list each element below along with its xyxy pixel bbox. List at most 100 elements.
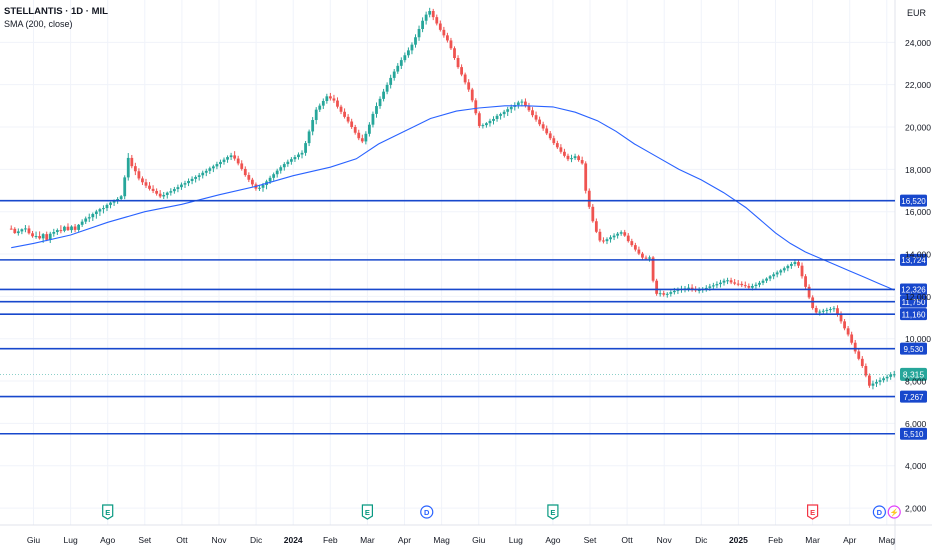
candle-body: [91, 214, 95, 218]
x-tick-label: Lug: [509, 535, 523, 545]
candle-body: [768, 276, 772, 279]
candle-body: [470, 89, 474, 101]
candle-body: [442, 29, 446, 36]
candle-body: [360, 138, 364, 142]
candle-body: [676, 289, 680, 291]
candle-body: [665, 293, 669, 295]
candle-body: [211, 166, 215, 169]
candle-body: [619, 232, 623, 234]
candle-body: [84, 218, 88, 222]
currency-label[interactable]: EUR: [907, 8, 927, 18]
candle-body: [577, 156, 581, 161]
level-price-label: 7,267: [903, 393, 924, 402]
candle-body: [789, 263, 793, 266]
candle-body: [750, 285, 754, 288]
candle-body: [20, 229, 24, 232]
candle-body: [704, 287, 708, 290]
candle-body: [481, 125, 485, 127]
candle-body: [446, 35, 449, 41]
x-tick-label: 2024: [284, 535, 303, 545]
candle-body: [300, 152, 304, 155]
candle-body: [555, 143, 559, 148]
candle-body: [857, 351, 861, 359]
candle-body: [194, 176, 198, 179]
candle-body: [697, 290, 701, 292]
candle-body: [853, 342, 857, 352]
x-tick-label: Lug: [64, 535, 78, 545]
x-tick-label: 2025: [729, 535, 748, 545]
y-tick-label: 24,000: [905, 38, 931, 48]
y-tick-label: 12,000: [905, 292, 931, 302]
candle-body: [492, 118, 495, 121]
candle-body: [396, 65, 400, 72]
time-axis[interactable]: Giu Lug Ago Set Ott Nov Dic 2024 Feb Mar Apr Mag Giu…: [27, 535, 895, 545]
candle-body: [293, 157, 297, 160]
y-tick-label: 22,000: [905, 80, 931, 90]
candle-body: [644, 257, 648, 259]
candle-body: [875, 381, 878, 384]
level-price-tag: [900, 283, 927, 296]
candle-body: [332, 98, 336, 101]
candle-body: [800, 265, 804, 277]
candle-body: [431, 11, 435, 18]
candle-body: [648, 257, 651, 259]
event-markers[interactable]: E E D E E D ⚡: [102, 504, 901, 520]
candle-body: [506, 109, 510, 112]
candle-body: [353, 127, 357, 133]
sma-line: [11, 105, 895, 291]
candle-body: [197, 175, 201, 177]
candle-body: [715, 284, 719, 286]
candle-body: [463, 74, 467, 83]
candle-body: [371, 113, 375, 125]
level-price-label: 11,750: [902, 298, 926, 307]
candle-body: [711, 285, 715, 287]
candle-body: [722, 280, 726, 283]
candle-body: [187, 180, 190, 184]
horizontal-levels[interactable]: 16,520 13,724 12,326 11,750 11,160 9,530 7,267…: [0, 194, 927, 440]
candle-body: [460, 67, 463, 75]
candle-body: [339, 106, 343, 112]
x-tick-label: Ott: [621, 535, 633, 545]
x-tick-label: Mar: [805, 535, 820, 545]
candle-body: [45, 234, 49, 240]
candle-body: [669, 292, 673, 294]
candle-body: [775, 272, 779, 275]
candle-body: [261, 185, 265, 188]
candle-body: [587, 190, 591, 207]
candle-body: [102, 208, 105, 210]
candle-body: [375, 106, 378, 114]
candle-body: [453, 48, 456, 59]
indicator-label[interactable]: SMA (200, close): [4, 19, 73, 29]
candle-body: [662, 293, 666, 295]
candle-body: [66, 226, 70, 231]
y-tick-label: 10,000: [905, 334, 931, 344]
candle-body: [41, 234, 45, 239]
candle-body: [176, 187, 180, 190]
candle-body: [304, 143, 307, 153]
candle-body: [73, 226, 77, 230]
candle-body: [573, 156, 577, 159]
candle-body: [297, 154, 300, 158]
candle-body: [137, 171, 141, 179]
candle-body: [658, 293, 662, 295]
candle-body: [180, 184, 183, 188]
candle-body: [130, 157, 134, 167]
candle-body: [584, 163, 588, 191]
x-tick-label: Nov: [657, 535, 673, 545]
candle-body: [438, 23, 442, 30]
candle-body: [55, 230, 59, 233]
candle-body: [87, 217, 91, 219]
price-axis[interactable]: 2,000 4,000 6,000 8,000 10,000 12,000 14,000 16…: [905, 38, 931, 514]
candle-body: [548, 133, 552, 139]
candle-body: [318, 105, 322, 110]
candle-body: [407, 50, 410, 56]
grid-lines: [0, 0, 895, 525]
candle-body: [846, 328, 850, 335]
earnings-marker: [807, 504, 819, 520]
x-tick-label: Giu: [472, 535, 486, 545]
candle-body: [499, 114, 503, 116]
candle-body: [229, 155, 233, 158]
candle-body: [279, 167, 283, 171]
